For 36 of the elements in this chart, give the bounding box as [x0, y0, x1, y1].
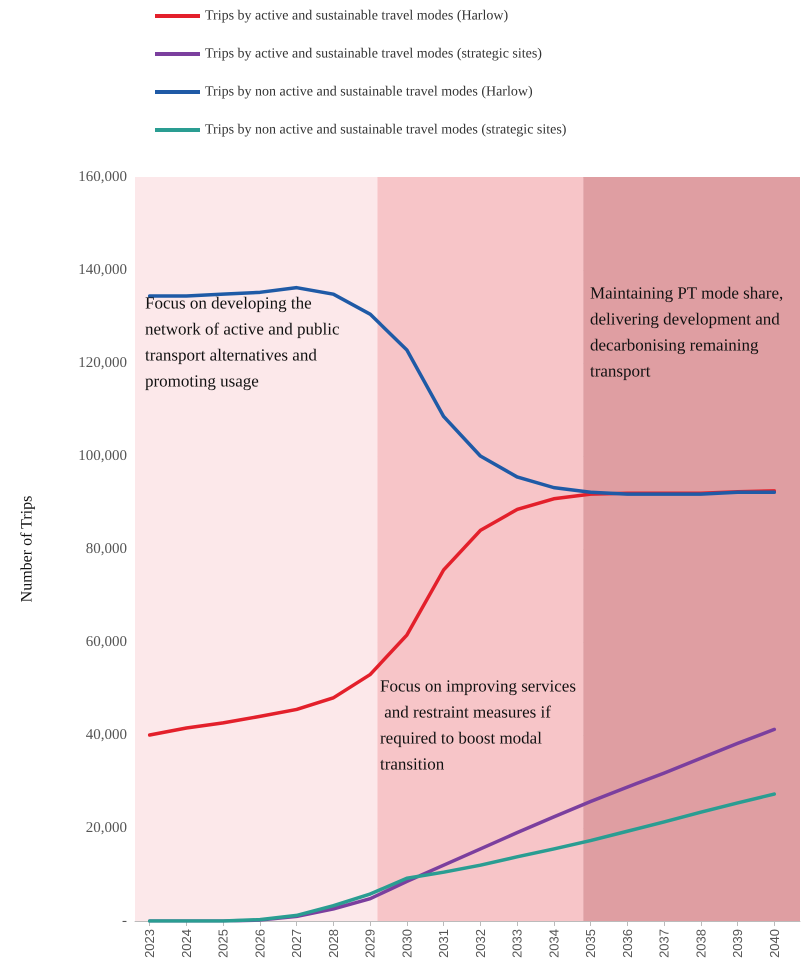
y-axis-title: Number of Trips: [18, 496, 36, 602]
x-tick-label: 2033: [510, 929, 525, 958]
x-tick-label: 2024: [178, 929, 194, 958]
line-series: [148, 792, 776, 923]
x-tick-label: 2036: [620, 929, 635, 958]
y-tick-label: 140,000: [78, 262, 127, 278]
y-tick-label: 100,000: [78, 448, 127, 464]
x-tick-label: 2037: [656, 929, 672, 958]
legend-label: Trips by active and sustainable travel modes (Harlow): [205, 8, 508, 24]
legend-label: Trips by active and sustainable travel modes (strategic sites): [205, 46, 542, 62]
legend-label: Trips by non active and sustainable travel modes (Harlow): [205, 84, 533, 100]
x-tick-label: 2025: [216, 929, 231, 958]
annotation: Focus on developing the network of active and public transport alternatives and promoting usage: [145, 294, 344, 390]
x-tick-label: 2035: [583, 929, 598, 958]
y-tick-label: 80,000: [86, 541, 127, 557]
x-tick-label: 2039: [730, 929, 746, 958]
x-tick-label: 2038: [693, 929, 708, 958]
annotation: Maintaining PT mode share, delivering development and decarbonising remaining transport: [590, 284, 788, 380]
x-tick-label: 2023: [142, 929, 158, 958]
x-tick-label: 2030: [399, 929, 414, 958]
x-tick-label: 2031: [436, 929, 452, 958]
x-tick-label: 2032: [472, 929, 488, 958]
y-tick-label: -: [122, 913, 127, 929]
y-tick-label: 40,000: [86, 727, 127, 743]
x-tick-label: 2026: [252, 929, 268, 958]
annotation: Focus on improving services and restraint measures if required to boost modal transition: [380, 676, 576, 774]
x-tick-label: 2027: [289, 929, 304, 958]
legend-label: Trips by non active and sustainable travel modes (strategic sites): [205, 122, 567, 138]
y-tick-label: 20,000: [86, 820, 127, 836]
y-tick-label: 120,000: [78, 355, 127, 371]
x-tick-label: 2028: [326, 929, 341, 958]
x-tick-label: 2040: [766, 929, 782, 958]
y-tick-label: 60,000: [86, 634, 127, 650]
y-tick-label: 160,000: [78, 169, 127, 185]
x-tick-label: 2034: [546, 929, 562, 958]
x-tick-label: 2029: [362, 929, 378, 958]
